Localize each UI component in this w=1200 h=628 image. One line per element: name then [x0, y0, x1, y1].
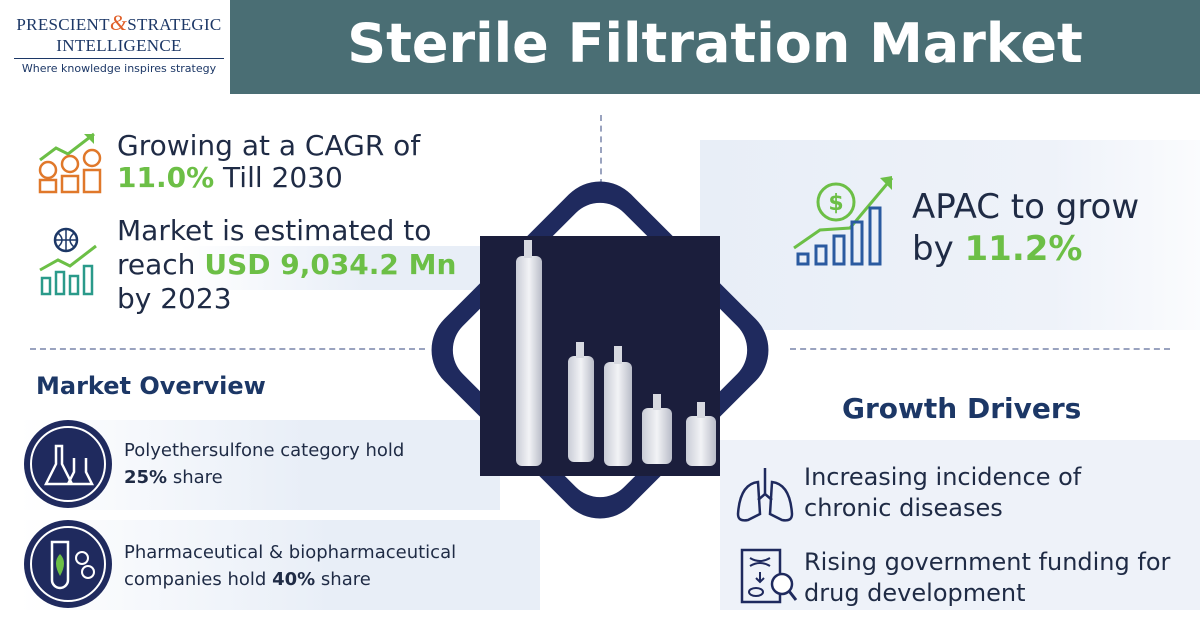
header-bar: Sterile Filtration Market	[230, 0, 1200, 94]
overview-item: Pharmaceutical & biopharmaceutical compa…	[124, 539, 494, 593]
cagr-label: Growing at a CAGR of	[117, 129, 421, 162]
apac-value: 11.2%	[964, 229, 1083, 269]
logo-name: PRESCIENT&STRATEGIC INTELLIGENCE	[14, 10, 224, 56]
market-size-year: by 2023	[117, 282, 232, 315]
cagr-line: 11.0% Till 2030	[117, 162, 420, 194]
apac-label: APAC to grow	[912, 187, 1140, 227]
divider	[30, 348, 425, 350]
overview-item-suffix: share	[320, 569, 371, 590]
research-icon	[740, 548, 798, 604]
header-title: Sterile Filtration Market	[347, 12, 1083, 75]
driver-text: Rising government funding for drug devel…	[804, 548, 1171, 607]
apac-line: by 11.2%	[912, 228, 1139, 270]
product-photo	[480, 236, 720, 476]
highlight-band	[720, 440, 1200, 610]
highlight-band	[180, 246, 490, 290]
market-size-line: reach USD 9,034.2 Mn	[117, 248, 456, 282]
highlight-band	[700, 140, 1200, 330]
logo-tagline: Where knowledge inspires strategy	[21, 62, 217, 75]
lab-icon	[24, 420, 112, 508]
cagr-text: Growing at a CAGR of 11.0% Till 2030	[117, 130, 420, 194]
divider	[790, 348, 1170, 350]
biotech-icon	[24, 520, 112, 608]
apac-label: by	[912, 229, 954, 269]
overview-item-suffix: share	[172, 467, 223, 488]
apac-text: APAC to grow by 11.2%	[912, 186, 1139, 270]
lungs-icon	[736, 468, 794, 522]
growth-coins-icon	[38, 132, 102, 194]
filter-capsules	[516, 240, 716, 466]
apac-growth-icon: $	[793, 176, 894, 266]
overview-item-text: Pharmaceutical & biopharmaceutical compa…	[124, 542, 457, 590]
market-size-text: Market is estimated to reach USD 9,034.2…	[117, 214, 456, 316]
cagr-period: Till 2030	[223, 161, 343, 194]
overview-item-value: 25%	[124, 467, 168, 488]
logo-word: INTELLIGENCE	[56, 36, 182, 55]
driver-text: Increasing incidence of chronic diseases	[804, 463, 1082, 522]
logo-word: PRESCIENT	[16, 15, 110, 34]
logo-rule	[14, 58, 224, 59]
market-size-value: USD 9,034.2 Mn	[204, 248, 457, 281]
overview-item-value: 40%	[272, 569, 316, 590]
market-size-label: Market is estimated to	[117, 214, 432, 247]
drivers-title: Growth Drivers	[842, 392, 1082, 425]
divider	[600, 115, 602, 185]
market-chart-icon	[39, 227, 97, 296]
overview-item: Polyethersulfone category hold 25% share	[124, 437, 484, 491]
market-size-label: reach	[117, 248, 196, 281]
overview-item-text: Polyethersulfone category hold	[124, 440, 405, 461]
overview-title: Market Overview	[36, 372, 266, 400]
logo-ampersand: &	[109, 10, 128, 35]
logo: PRESCIENT&STRATEGIC INTELLIGENCE Where k…	[0, 0, 230, 94]
logo-word: STRATEGIC	[127, 15, 222, 34]
svg-text:$: $	[828, 191, 843, 216]
cagr-value: 11.0%	[117, 161, 215, 194]
